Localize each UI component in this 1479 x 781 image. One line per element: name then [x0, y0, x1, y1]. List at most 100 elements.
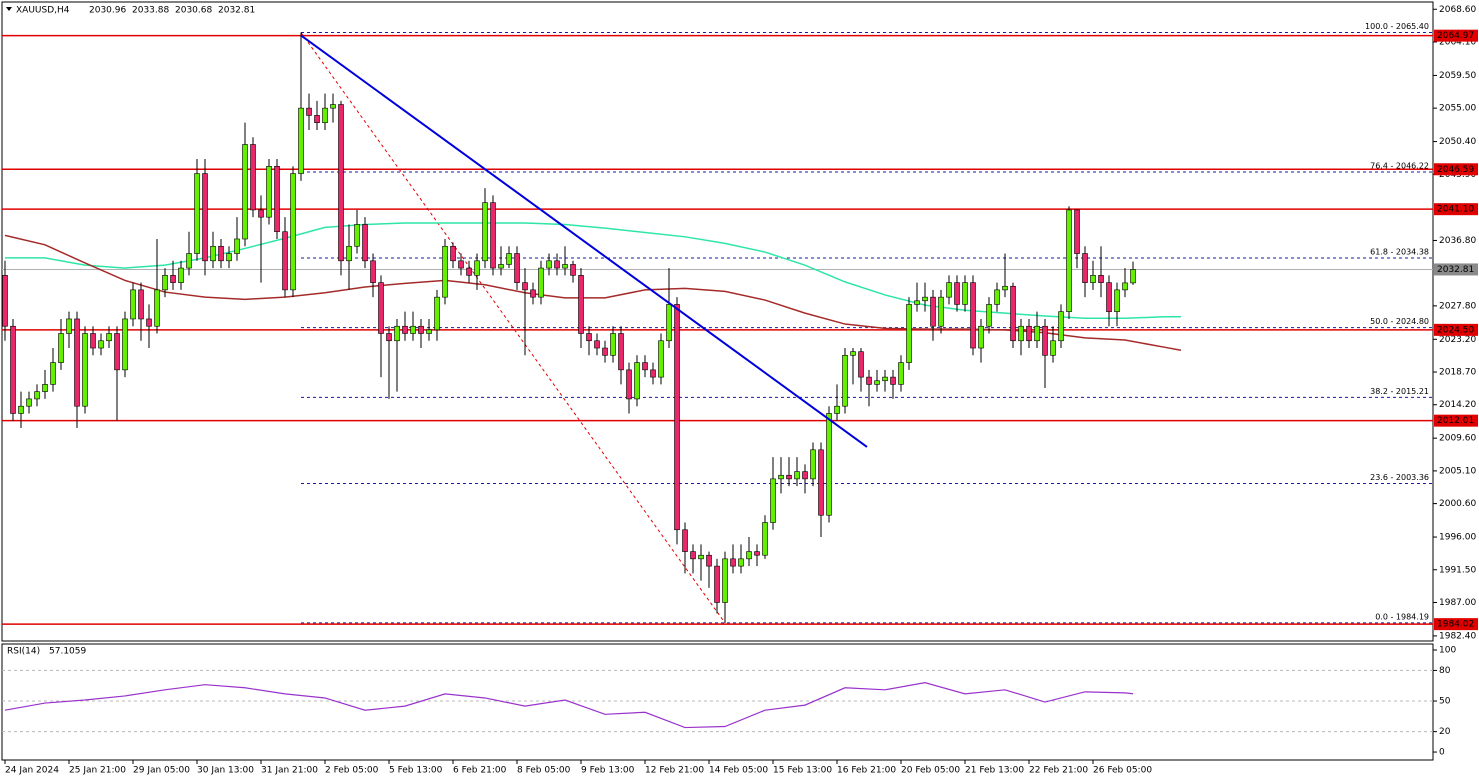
- candle-body: [122, 318, 128, 371]
- candle-body: [98, 340, 104, 349]
- fib-label: 100.0 - 2065.40: [1365, 22, 1429, 31]
- fib-label: 76.4 - 2046.22: [1370, 161, 1429, 170]
- y-tick-label: 2000.60: [1439, 499, 1476, 509]
- candle-body: [466, 267, 472, 276]
- candle-body: [26, 398, 32, 407]
- candle-body: [1026, 325, 1032, 342]
- candle-body: [34, 391, 40, 400]
- candle-body: [58, 333, 64, 363]
- candle-body: [210, 245, 216, 262]
- y-tick-label: 1996.00: [1439, 533, 1476, 543]
- candle-body: [10, 325, 16, 414]
- candle-body: [1050, 340, 1056, 356]
- candle-body: [746, 551, 752, 560]
- candle-body: [378, 282, 384, 334]
- candle-body: [722, 558, 728, 603]
- symbol: XAUUSD,H4: [16, 6, 70, 16]
- candle-body: [978, 325, 984, 349]
- candle-body: [106, 333, 112, 342]
- candle-body: [90, 333, 96, 349]
- candle-body: [1082, 253, 1088, 283]
- x-tick-label: 21 Feb 13:00: [965, 766, 1024, 776]
- candle-body: [178, 267, 184, 283]
- moving-average: [4, 234, 1182, 351]
- candle-body: [610, 333, 616, 356]
- candle-body: [18, 405, 24, 414]
- candle-body: [1114, 289, 1120, 312]
- candle-body: [2, 275, 8, 327]
- candle-body: [66, 318, 72, 334]
- candle-body: [314, 115, 320, 123]
- candle-body: [898, 362, 904, 385]
- candle-body: [594, 340, 600, 349]
- candle-body: [834, 405, 840, 414]
- rsi-y-tick-label: 50: [1439, 697, 1451, 707]
- candle-body: [498, 264, 504, 269]
- candle-body: [634, 362, 640, 400]
- candle-body: [538, 267, 544, 298]
- candle-body: [754, 551, 760, 556]
- candle-body: [274, 165, 280, 233]
- candle-body: [778, 474, 784, 480]
- candle-body: [914, 300, 920, 305]
- candle-body: [706, 554, 712, 567]
- candle-body: [402, 325, 408, 334]
- candle-body: [650, 369, 656, 378]
- candle-body: [154, 289, 160, 327]
- candle-body: [674, 304, 680, 531]
- y-tick-label: 2036.80: [1439, 236, 1476, 246]
- fib-label: 0.0 - 1984.19: [1375, 612, 1429, 621]
- candle-body: [842, 355, 848, 407]
- candle-body: [794, 471, 800, 480]
- candle-body: [282, 231, 288, 291]
- y-tick-label: 2059.50: [1439, 71, 1476, 81]
- y-tick-label: 2055.00: [1439, 104, 1476, 114]
- candle-body: [882, 376, 888, 382]
- current-price-label: 2032.81: [1437, 265, 1474, 275]
- rsi-panel: [1, 643, 1434, 761]
- candle-body: [866, 376, 872, 385]
- level-label-box: [1434, 323, 1478, 336]
- candle-body: [874, 380, 880, 385]
- candle-body: [130, 289, 136, 320]
- candle-body: [434, 296, 440, 331]
- level-label-box: [1434, 414, 1478, 427]
- candle-body: [170, 275, 176, 283]
- candle-body: [186, 253, 192, 269]
- candle-body: [962, 282, 968, 305]
- candle-body: [306, 107, 312, 116]
- rsi-y-tick-label: 100: [1439, 646, 1456, 656]
- x-tick-label: 6 Feb 21:00: [453, 766, 507, 776]
- candle-body: [1074, 209, 1080, 254]
- candle-body: [602, 347, 608, 356]
- candle-body: [346, 245, 352, 262]
- rsi-title: RSI(14): [7, 647, 40, 657]
- candle-body: [642, 362, 648, 371]
- x-tick-label: 16 Feb 21:00: [837, 766, 896, 776]
- candle-body: [1130, 269, 1136, 284]
- x-tick-label: 8 Feb 05:00: [517, 766, 571, 776]
- x-tick-label: 22 Feb 21:00: [1029, 766, 1088, 776]
- trendline: [300, 34, 868, 448]
- candle-body: [946, 282, 952, 298]
- x-tick-label: 24 Jan 2024: [5, 766, 59, 776]
- candle-body: [986, 304, 992, 327]
- x-tick-label: 5 Feb 13:00: [389, 766, 443, 776]
- fib-label: 23.6 - 2003.36: [1370, 473, 1429, 482]
- candle-body: [1002, 285, 1008, 291]
- candle-body: [698, 554, 704, 560]
- candle-body: [202, 173, 208, 262]
- x-tick-label: 26 Feb 05:00: [1093, 766, 1152, 776]
- level-label: 1984.02: [1437, 620, 1474, 630]
- level-label: 2012.01: [1437, 416, 1474, 426]
- candle-body: [938, 296, 944, 327]
- candle-body: [258, 209, 264, 218]
- x-tick-label: 31 Jan 21:00: [261, 766, 318, 776]
- candle-body: [226, 253, 232, 262]
- candle-body: [1090, 275, 1096, 283]
- fib-label: 50.0 - 2024.80: [1370, 317, 1429, 326]
- x-tick-label: 25 Jan 21:00: [69, 766, 126, 776]
- candle-body: [802, 471, 808, 480]
- candle-body: [82, 333, 88, 407]
